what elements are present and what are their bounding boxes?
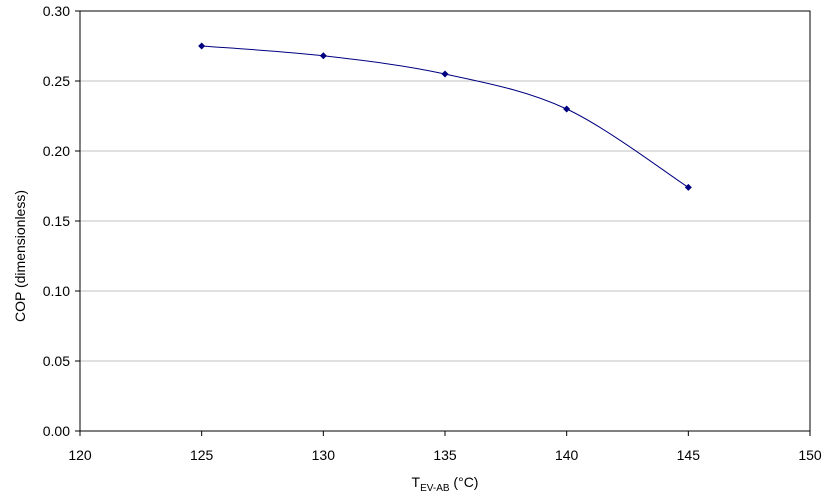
series-markers bbox=[198, 42, 692, 191]
y-tick-label: 0.25 bbox=[43, 73, 70, 89]
y-tick-label: 0.05 bbox=[43, 353, 70, 369]
data-point bbox=[198, 42, 206, 50]
y-tick-label: 0.30 bbox=[43, 3, 70, 19]
y-tick-label: 0.00 bbox=[43, 423, 70, 439]
y-tick-label: 0.10 bbox=[43, 283, 70, 299]
y-axis-ticks: 0.00 0.05 0.10 0.15 0.20 0.25 0.30 bbox=[43, 3, 80, 439]
data-point bbox=[441, 70, 449, 78]
x-tick-label: 130 bbox=[312, 447, 336, 463]
x-tick-label: 145 bbox=[677, 447, 701, 463]
y-tick-label: 0.20 bbox=[43, 143, 70, 159]
x-axis-label-main: T bbox=[412, 474, 421, 490]
x-axis-label: TEV-AB (°C) bbox=[412, 474, 479, 494]
y-axis-label: COP (dimensionless) bbox=[12, 190, 28, 322]
gridlines bbox=[80, 80, 810, 362]
x-tick-label: 140 bbox=[555, 447, 579, 463]
x-tick-label: 150 bbox=[798, 447, 822, 463]
series-line bbox=[201, 45, 689, 188]
y-tick-label: 0.15 bbox=[43, 213, 70, 229]
x-axis-label-subscript: EV-AB bbox=[420, 483, 450, 494]
data-point bbox=[563, 105, 571, 113]
x-axis-ticks: 120 125 130 135 140 145 150 bbox=[68, 431, 822, 463]
x-axis-label-suffix: (°C) bbox=[450, 474, 479, 490]
x-tick-label: 125 bbox=[190, 447, 214, 463]
data-point bbox=[319, 52, 327, 60]
data-point bbox=[684, 183, 692, 191]
x-tick-label: 135 bbox=[433, 447, 457, 463]
x-tick-label: 120 bbox=[68, 447, 92, 463]
